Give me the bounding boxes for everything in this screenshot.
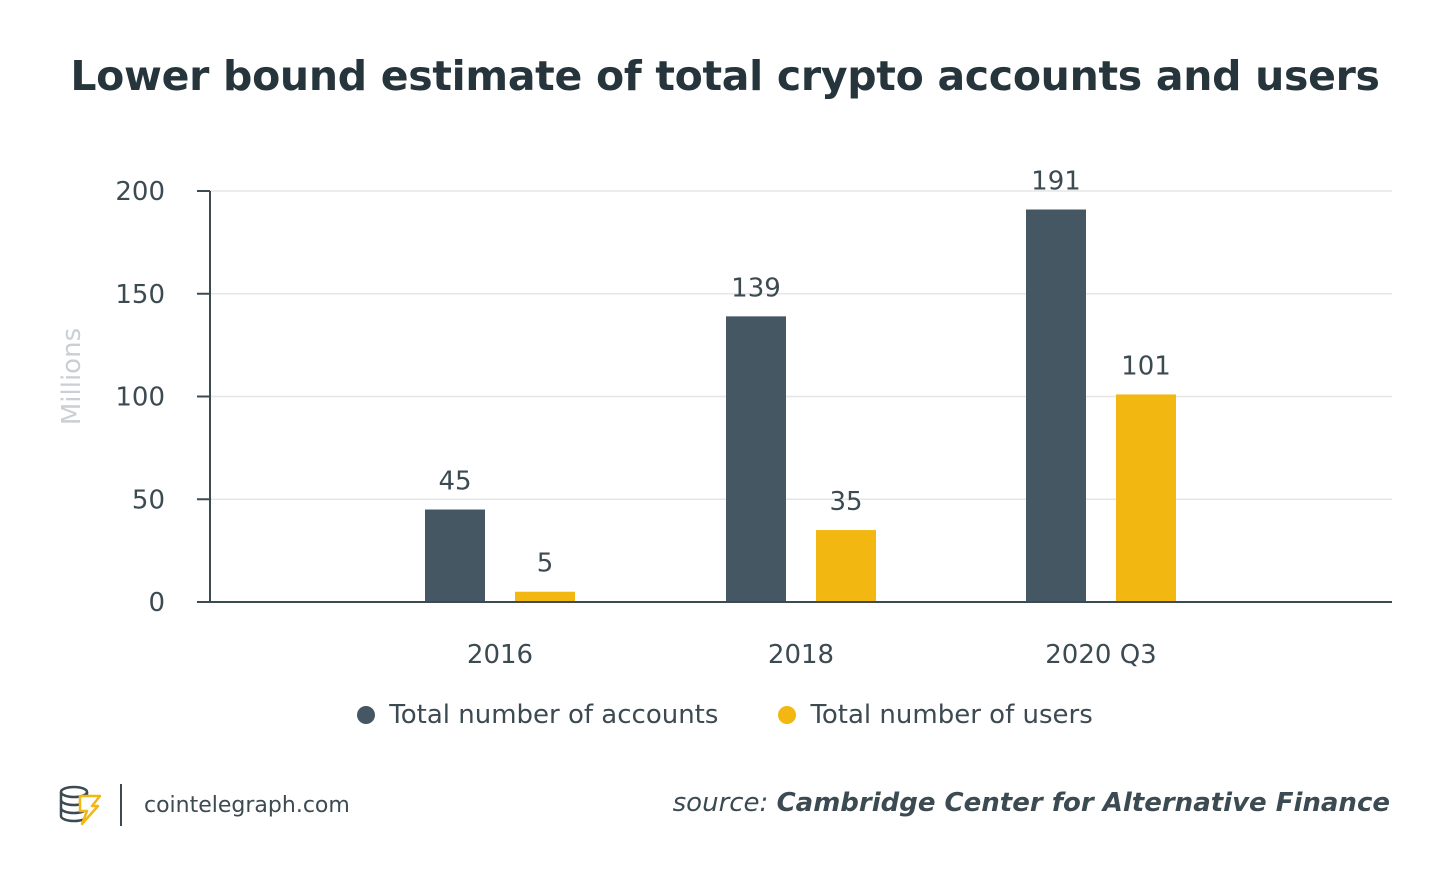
data-label: 45 xyxy=(438,467,471,497)
x-tick-label: 2018 xyxy=(768,640,834,670)
y-tick-label: 100 xyxy=(115,383,165,413)
x-tick-label: 2016 xyxy=(467,640,533,670)
chart-legend: Total number of accounts Total number of… xyxy=(0,700,1450,730)
legend-dot-users-icon xyxy=(778,706,797,724)
source-name: Cambridge Center for Alternative Finance xyxy=(776,788,1390,818)
x-tick-label: 2020 Q3 xyxy=(1045,640,1156,670)
bar-chart: 0 50 100 150 200 Millions 45 5 2016 139 35 2018 191 1… xyxy=(57,166,1392,670)
bar-accounts xyxy=(425,509,485,602)
data-label: 139 xyxy=(731,273,781,303)
data-label: 101 xyxy=(1121,351,1171,381)
bar-users xyxy=(1116,394,1176,602)
footer-source: source: Cambridge Center for Alternative… xyxy=(673,788,1390,818)
y-tick-label: 200 xyxy=(115,177,165,207)
y-tick-label: 150 xyxy=(115,280,165,310)
legend-label-users: Total number of users xyxy=(810,700,1093,730)
bar-accounts xyxy=(1026,209,1086,602)
legend-item-users: Total number of users xyxy=(778,700,1093,730)
y-tick-label: 50 xyxy=(132,485,165,515)
chart-title: Lower bound estimate of total crypto acc… xyxy=(70,52,1380,100)
footer-divider xyxy=(120,784,122,826)
bar-users xyxy=(816,530,876,602)
data-label: 35 xyxy=(829,487,862,517)
y-tick-label: 0 xyxy=(148,588,165,618)
data-label: 191 xyxy=(1031,166,1081,196)
bar-accounts xyxy=(726,316,786,602)
cointelegraph-logo-icon xyxy=(59,785,102,826)
legend-label-accounts: Total number of accounts xyxy=(389,700,719,730)
legend-item-accounts: Total number of accounts xyxy=(357,700,718,730)
data-label: 5 xyxy=(537,549,554,579)
legend-dot-accounts-icon xyxy=(357,706,376,724)
bar-users xyxy=(515,591,575,602)
source-prefix: source: xyxy=(672,788,769,818)
y-axis-label: Millions xyxy=(57,328,87,425)
footer-brand: cointelegraph.com xyxy=(58,784,350,826)
footer-site-link[interactable]: cointelegraph.com xyxy=(144,792,350,818)
